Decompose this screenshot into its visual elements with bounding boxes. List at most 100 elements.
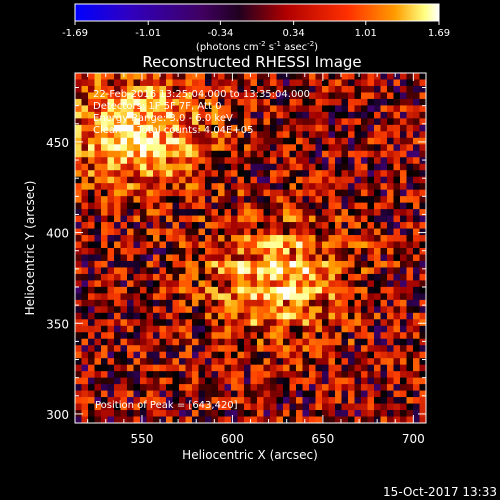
heatmap-cell: [289, 209, 297, 216]
heatmap-cell: [270, 215, 277, 223]
heatmap-cell: [146, 273, 154, 281]
heatmap-cell: [114, 222, 121, 229]
heatmap-cell: [192, 260, 199, 268]
heatmap-cell: [172, 170, 180, 178]
heatmap-cell: [81, 397, 89, 404]
heatmap-cell: [224, 416, 232, 424]
heatmap-cell: [166, 98, 173, 106]
heatmap-cell: [289, 410, 297, 417]
heatmap-cell: [393, 228, 401, 236]
heatmap-cell: [185, 144, 193, 152]
heatmap-cell: [205, 254, 212, 262]
heatmap-cell: [361, 118, 368, 126]
heatmap-cell: [328, 293, 336, 301]
heatmap-cell: [283, 403, 290, 411]
heatmap-cell: [393, 202, 401, 210]
heatmap-cell: [257, 312, 264, 320]
heatmap-cell: [335, 351, 342, 359]
heatmap-cell: [218, 111, 225, 119]
heatmap-cell: [406, 150, 414, 158]
heatmap-cell: [400, 280, 407, 288]
heatmap-cell: [185, 79, 193, 87]
heatmap-cell: [133, 293, 141, 301]
heatmap-cell: [166, 150, 173, 158]
heatmap-cell: [419, 377, 427, 385]
heatmap-cell: [302, 111, 310, 119]
heatmap-cell: [179, 254, 186, 262]
heatmap-cell: [127, 196, 134, 204]
heatmap-cell: [205, 183, 212, 191]
heatmap-cell: [244, 183, 251, 191]
heatmap-cell: [302, 332, 310, 340]
heatmap-cell: [413, 228, 420, 236]
heatmap-cell: [387, 358, 394, 366]
heatmap-cell: [185, 163, 193, 171]
heatmap-cell: [250, 189, 258, 197]
heatmap-cell: [140, 267, 147, 275]
heatmap-cell: [250, 150, 258, 158]
heatmap-cell: [224, 105, 232, 113]
heatmap-cell: [94, 222, 102, 229]
heatmap-cell: [315, 183, 323, 191]
heatmap-cell: [263, 254, 271, 262]
heatmap-cell: [237, 364, 245, 372]
heatmap-cell: [133, 228, 141, 236]
heatmap-cell: [231, 332, 238, 340]
heatmap-cell: [185, 150, 193, 158]
heatmap-cell: [114, 202, 121, 210]
heatmap-cell: [114, 150, 121, 158]
heatmap-cell: [393, 235, 401, 242]
heatmap-cell: [257, 377, 264, 385]
heatmap-cell: [341, 286, 349, 294]
heatmap-cell: [348, 228, 355, 236]
heatmap-cell: [400, 163, 407, 171]
heatmap-cell: [276, 79, 284, 87]
heatmap-cell: [296, 202, 303, 210]
heatmap-cell: [205, 338, 212, 346]
heatmap-cell: [192, 111, 199, 119]
heatmap-cell: [257, 325, 264, 333]
heatmap-cell: [270, 280, 277, 288]
heatmap-cell: [179, 351, 186, 359]
heatmap-cell: [309, 345, 316, 353]
heatmap-cell: [322, 196, 329, 204]
heatmap-cell: [335, 397, 342, 404]
heatmap-cell: [315, 111, 323, 119]
heatmap-cell: [374, 377, 381, 385]
heatmap-cell: [335, 260, 342, 268]
heatmap-cell: [393, 144, 401, 152]
heatmap-cell: [263, 377, 271, 385]
heatmap-cell: [367, 176, 375, 184]
heatmap-cell: [302, 306, 310, 314]
heatmap-cell: [75, 79, 82, 87]
heatmap-cell: [413, 157, 420, 165]
heatmap-cell: [244, 390, 251, 398]
heatmap-cell: [159, 183, 167, 191]
heatmap-cell: [237, 209, 245, 216]
heatmap-cell: [328, 248, 336, 255]
heatmap-cell: [354, 260, 362, 268]
heatmap-cell: [374, 157, 381, 165]
heatmap-cell: [296, 403, 303, 411]
heatmap-cell: [413, 332, 420, 340]
heatmap-cell: [387, 273, 394, 281]
heatmap-cell: [335, 403, 342, 411]
heatmap-cell: [419, 150, 427, 158]
heatmap-cell: [166, 189, 173, 197]
heatmap-cell: [367, 345, 375, 353]
heatmap-cell: [75, 137, 82, 145]
heatmap-cell: [198, 293, 206, 301]
heatmap-cell: [185, 235, 193, 242]
heatmap-cell: [120, 267, 128, 275]
heatmap-cell: [133, 345, 141, 353]
heatmap-cell: [335, 92, 342, 100]
heatmap-cell: [179, 118, 186, 126]
heatmap-cell: [159, 85, 167, 93]
heatmap-cell: [166, 254, 173, 262]
heatmap-cell: [283, 286, 290, 294]
heatmap-cell: [276, 358, 284, 366]
heatmap-cell: [224, 312, 232, 320]
heatmap-cell: [393, 241, 401, 249]
heatmap-cell: [328, 416, 336, 424]
heatmap-cell: [413, 111, 420, 119]
